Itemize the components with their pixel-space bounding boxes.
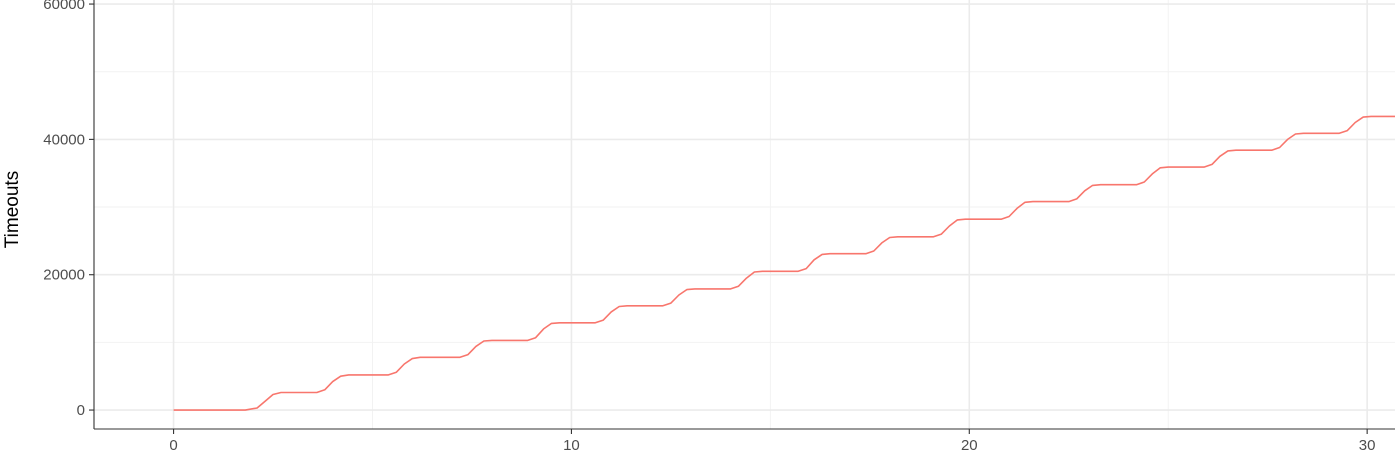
y-axis-ticks: 0 20000 40000 60000 bbox=[43, 0, 94, 419]
series-layer bbox=[173, 115, 1395, 411]
y-tick-label: 40000 bbox=[43, 131, 85, 148]
series-line bbox=[173, 115, 1395, 411]
x-tick-label: 0 bbox=[169, 437, 177, 454]
y-tick-label: 0 bbox=[77, 402, 85, 419]
y-tick-label: 20000 bbox=[43, 267, 85, 284]
y-axis-title: Timeouts bbox=[2, 171, 23, 248]
x-axis-ticks: 0 10 20 30 bbox=[169, 429, 1375, 454]
x-tick-label: 20 bbox=[961, 437, 978, 454]
axes bbox=[93, 0, 1395, 430]
minor-gridlines bbox=[94, 0, 1395, 429]
x-tick-label: 10 bbox=[563, 437, 580, 454]
major-gridlines bbox=[94, 0, 1395, 429]
y-tick-label: 60000 bbox=[43, 0, 85, 13]
x-tick-label: 30 bbox=[1359, 437, 1376, 454]
